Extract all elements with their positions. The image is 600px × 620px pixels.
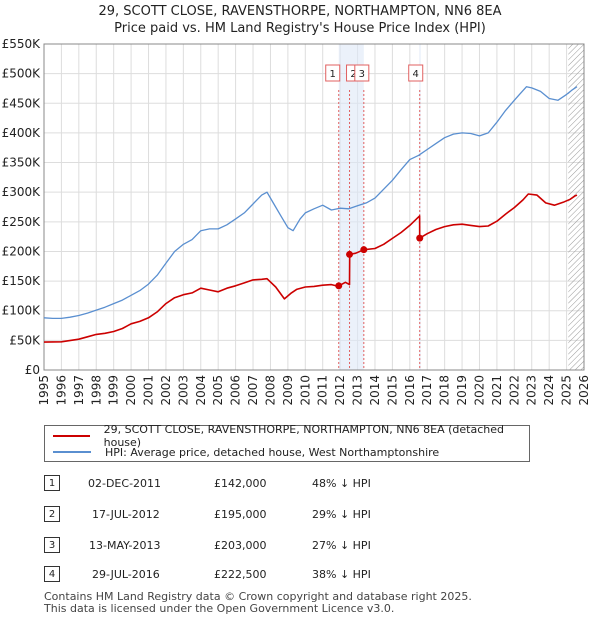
chart-subtitle: Price paid vs. HM Land Registry's House … [114,21,486,36]
sale-date: 17-JUL-2012 [92,508,160,521]
y-tick-label: £500K [2,67,42,81]
sale-point [360,246,368,254]
sale-label-box [354,64,370,82]
x-tick-label: 2022 [507,375,521,406]
series-line-hpi [43,86,578,320]
forecast-hatch [568,44,584,370]
footer-copyright: Contains HM Land Registry data © Crown c… [44,590,472,603]
x-tick-label: 1997 [72,375,86,406]
sale-label-number: 2 [350,69,356,80]
price-chart: 1 2 3 4 £0 £50K £100K £150K £200K £250K £300K £350K… [2,37,591,406]
x-tick-label: 2008 [263,375,277,406]
y-tick-label: £450K [2,96,42,110]
x-tick-label: 2006 [229,375,243,406]
y-tick-label: £0 [25,363,40,377]
legend-swatch-hpi [53,451,91,453]
sale-number: 1 [44,475,60,491]
x-tick-label: 2023 [525,375,539,406]
x-tick-label: 1995 [37,375,51,406]
y-tick-label: £200K [2,244,42,258]
x-tick-label: 2002 [159,375,173,406]
x-tick-label: 2005 [211,375,225,406]
x-tick-label: 2004 [194,375,208,406]
sale-number: 2 [44,506,60,522]
sale-label-number: 1 [330,69,336,80]
y-tick-label: £400K [2,126,42,140]
x-tick-label: 2020 [472,375,486,406]
plot-area [44,44,584,370]
legend: 29, SCOTT CLOSE, RAVENSTHORPE, NORTHAMPT… [44,423,530,462]
sale-period-shade [338,44,364,370]
x-tick-label: 2010 [298,375,312,406]
sale-price: £142,000 [214,477,267,490]
x-tick-label: 1996 [54,375,68,406]
x-tick-label: 2000 [124,375,138,406]
x-tick-label: 2026 [577,375,591,406]
sale-number: 4 [44,566,60,582]
sale-date: 13-MAY-2013 [89,539,161,552]
footer-licence: This data is licensed under the Open Gov… [44,602,395,615]
sale-label-number: 3 [359,69,365,80]
sale-point [346,250,354,258]
x-tick-label: 2009 [281,375,295,406]
x-tick-label: 2019 [455,375,469,406]
x-tick-label: 2018 [438,375,452,406]
legend-swatch-property [53,435,90,437]
sale-label-box [408,64,424,82]
legend-label-hpi: HPI: Average price, detached house, West… [105,445,440,459]
x-tick-label: 2007 [246,375,260,406]
x-tick-label: 2025 [560,375,574,406]
sale-point [416,234,424,242]
y-tick-label: £300K [2,185,42,199]
sale-hpi-diff: 38% ↓ HPI [312,568,371,581]
legend-item-hpi: HPI: Average price, detached house, West… [53,444,439,460]
x-tick-label: 1998 [89,375,103,406]
sale-number: 3 [44,537,60,553]
y-tick-label: £350K [2,156,42,170]
x-tick-label: 2024 [542,375,556,406]
x-tick-label: 2014 [368,375,382,406]
sale-label-number: 4 [413,69,419,80]
x-tick-label: 2003 [176,375,190,406]
x-tick-label: 2012 [333,375,347,406]
legend-label-property: 29, SCOTT CLOSE, RAVENSTHORPE, NORTHAMPT… [103,423,505,449]
x-tick-label: 1999 [107,375,121,406]
y-tick-label: £100K [2,304,42,318]
sale-point [335,282,343,290]
x-tick-label: 2021 [490,375,504,406]
y-tick-label: £50K [9,333,41,347]
sale-hpi-diff: 29% ↓ HPI [312,508,371,521]
x-tick-label: 2013 [351,375,365,406]
sale-hpi-diff: 27% ↓ HPI [312,539,371,552]
y-tick-label: £550K [2,37,42,51]
sale-price: £203,000 [214,539,267,552]
sale-price: £195,000 [214,508,267,521]
x-tick-label: 2017 [420,375,434,406]
y-tick-label: £250K [2,215,42,229]
x-tick-label: 2011 [316,375,330,406]
sale-date: 29-JUL-2016 [92,568,160,581]
x-tick-label: 2001 [142,375,156,406]
legend-item-property: 29, SCOTT CLOSE, RAVENSTHORPE, NORTHAMPT… [53,423,529,449]
y-tick-label: £150K [2,274,42,288]
sale-label-box [325,64,341,82]
x-tick-label: 2016 [403,375,417,406]
plot-frame [43,43,585,371]
x-tick-label: 2015 [385,375,399,406]
chart-title: 29, SCOTT CLOSE, RAVENSTHORPE, NORTHAMPT… [98,4,502,19]
sale-hpi-diff: 48% ↓ HPI [312,477,371,490]
sale-date: 02-DEC-2011 [88,477,162,490]
sale-price: £222,500 [214,568,267,581]
